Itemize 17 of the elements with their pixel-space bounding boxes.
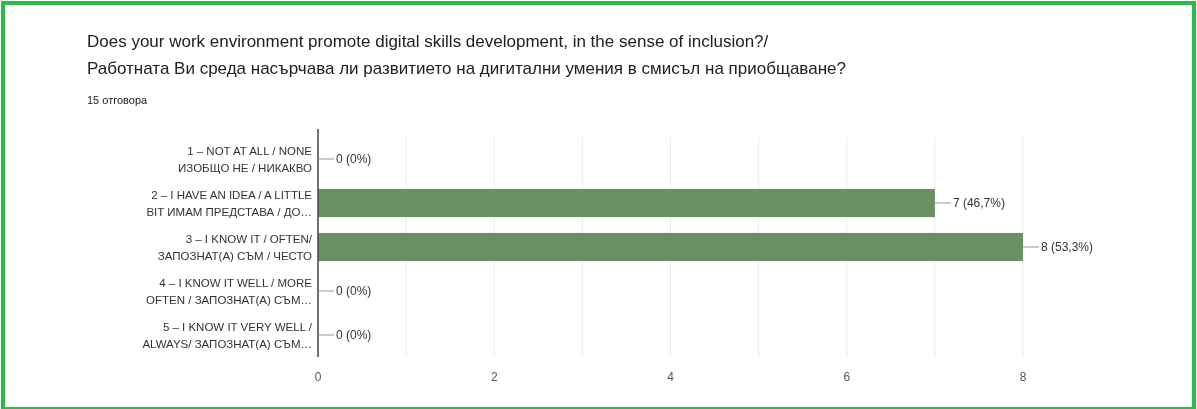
y-tick-label: 4 – I KNOW IT WELL / MORE OFTEN / ЗАПОЗНАТ(А) СЪМ… [146,276,313,306]
data-label: 0 (0%) [336,328,372,342]
y-tick-label: 2 – I HAVE AN IDEA / A LITTLE BIT ИМАМ ПРЕДСТАВА / ДО… [146,188,313,218]
chart-title: Does your work environment promote digital skills development, in the sense of inclusion?/ Работната Ви среда насърчава ли развитието на дигитални умения в смисъл на приобщаване? [87,32,846,78]
x-tick-label: 6 [843,370,851,384]
x-tick-label: 0 [314,370,322,384]
data-label: 0 (0%) [336,152,372,166]
y-tick-label: 1 – NOT AT ALL / NONE ИЗОБЩО НЕ / НИКАКВО [178,144,313,174]
data-label: 0 (0%) [336,284,372,298]
x-tick-label: 8 [1019,370,1027,384]
x-tick-label: 2 [490,370,498,384]
x-tick-label: 4 [667,370,675,384]
y-tick-label: 5 – I KNOW IT VERY WELL / ALWAYS/ ЗАПОЗНАТ(А) СЪМ… [142,320,313,350]
data-label: 8 (53,3%) [1041,240,1094,254]
y-tick-label: 3 – I KNOW IT / OFTEN/ ЗАПОЗНАТ(А) СЪМ / ЧЕСТО [157,232,313,262]
data-label: 7 (46,7%) [952,196,1005,210]
text: 15 отговора [87,94,149,106]
